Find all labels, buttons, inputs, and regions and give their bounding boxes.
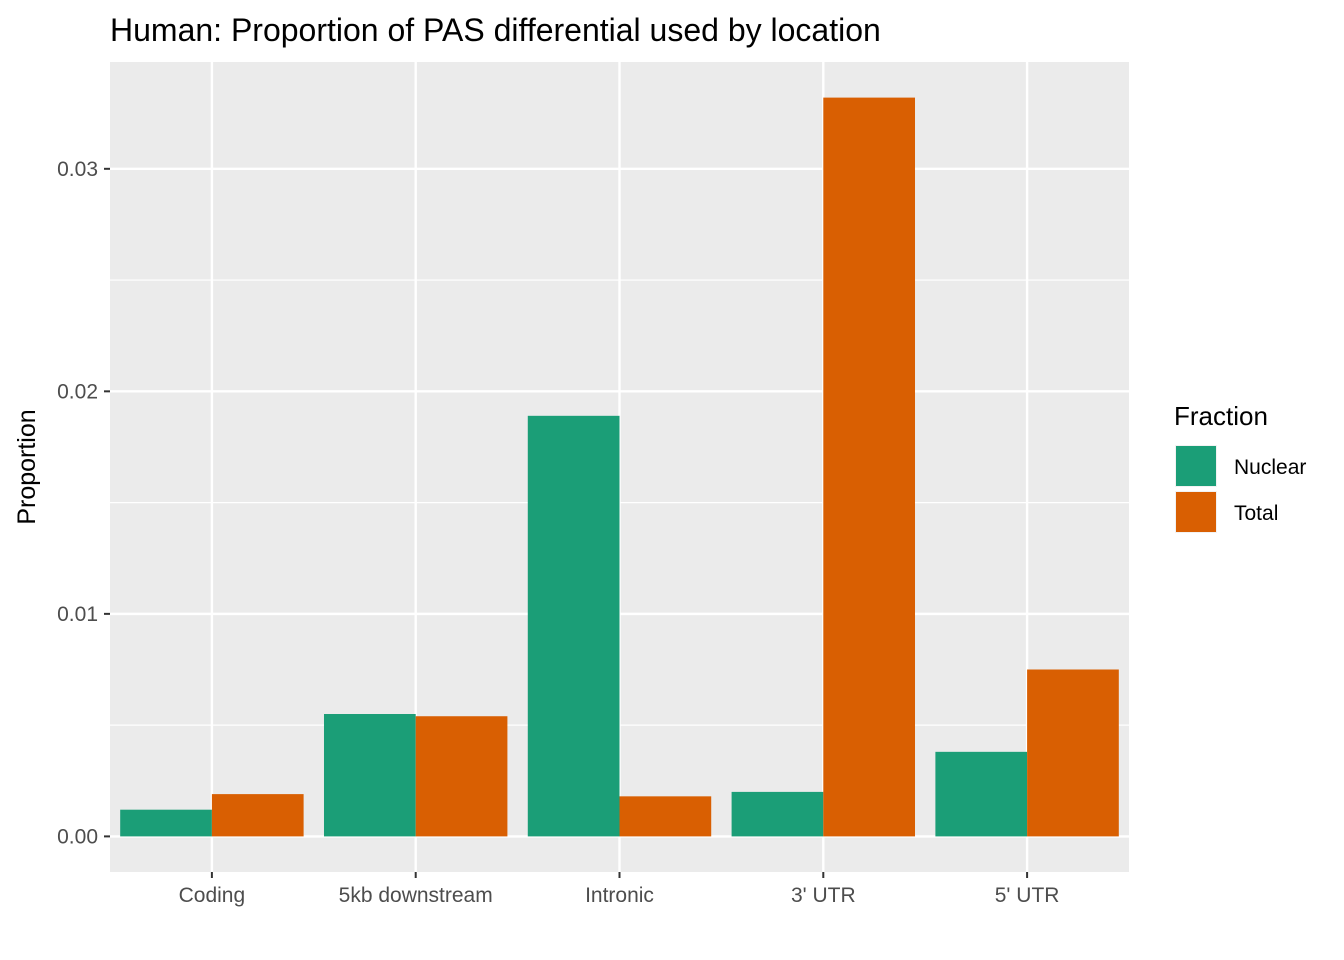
y-tick-label: 0.02 xyxy=(57,380,98,403)
bar-nuclear xyxy=(120,809,212,837)
bar-total xyxy=(1027,669,1119,837)
bar-total xyxy=(415,716,508,837)
x-tick-label: 5kb downstream xyxy=(339,884,493,907)
bar-nuclear xyxy=(527,415,620,837)
y-tick-label: 0.00 xyxy=(57,825,98,848)
legend: Fraction Nuclear Total xyxy=(1174,401,1306,533)
legend-label-nuclear: Nuclear xyxy=(1234,456,1306,479)
y-tick-label: 0.01 xyxy=(57,603,98,626)
x-tick-label: 5' UTR xyxy=(995,884,1060,907)
y-axis-title: Proportion xyxy=(13,409,41,524)
x-tick-label: Intronic xyxy=(585,884,654,907)
legend-swatch-nuclear xyxy=(1176,446,1216,486)
legend-label-total: Total xyxy=(1234,502,1278,525)
bar-total xyxy=(619,796,712,837)
y-tick-label: 0.03 xyxy=(57,158,98,181)
chart-title: Human: Proportion of PAS differential us… xyxy=(110,12,881,48)
legend-swatch-total xyxy=(1176,492,1216,532)
bar-nuclear xyxy=(731,791,824,837)
y-axis: 0.00 0.01 0.02 0.03 xyxy=(57,158,110,848)
x-tick-label: 3' UTR xyxy=(791,884,856,907)
bar-total xyxy=(211,794,304,837)
bar-nuclear xyxy=(323,714,416,837)
legend-items: Nuclear Total xyxy=(1175,445,1306,533)
x-axis: Coding 5kb downstream Intronic 3' UTR 5' UTR xyxy=(179,872,1060,907)
x-tick-label: Coding xyxy=(179,884,246,907)
bar-total xyxy=(823,97,916,837)
bars xyxy=(120,97,1119,837)
bar-nuclear xyxy=(935,751,1028,837)
legend-title: Fraction xyxy=(1174,401,1268,431)
